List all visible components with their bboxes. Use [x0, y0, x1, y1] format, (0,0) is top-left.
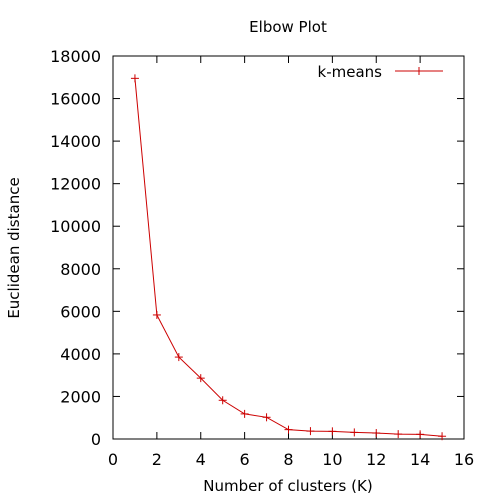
data-point: [174, 353, 183, 362]
y-tick-label: 6000: [60, 302, 101, 321]
x-tick-label: 6: [240, 450, 250, 469]
y-tick-label: 10000: [50, 217, 101, 236]
data-point: [438, 432, 447, 441]
x-tick-label: 8: [283, 450, 293, 469]
x-tick-label: 2: [152, 450, 162, 469]
data-point: [240, 409, 249, 418]
y-tick-label: 0: [91, 430, 101, 449]
x-tick-label: 14: [410, 450, 430, 469]
data-point: [196, 374, 205, 383]
x-tick-label: 4: [196, 450, 206, 469]
data-point: [218, 396, 227, 405]
plot-frame: [112, 55, 465, 440]
y-tick-label: 2000: [60, 387, 101, 406]
data-point: [152, 310, 161, 319]
x-axis-title: Number of clusters (K): [203, 477, 372, 495]
x-tick-label: 10: [322, 450, 342, 469]
y-tick-label: 4000: [60, 345, 101, 364]
legend: k-means: [318, 63, 443, 81]
data-point: [262, 413, 271, 422]
data-point: [306, 427, 315, 436]
plot-border: [112, 55, 465, 440]
series-line-k-means: [134, 78, 443, 437]
data-point: [350, 428, 359, 437]
x-tick-label: 0: [108, 450, 118, 469]
legend-label-k-means: k-means: [318, 63, 383, 81]
series-layer: [130, 74, 447, 441]
x-tick-label: 16: [454, 450, 474, 469]
data-point: [416, 430, 425, 439]
data-point: [394, 430, 403, 439]
y-tick-label: 8000: [60, 260, 101, 279]
y-axis-title: Euclidean distance: [5, 177, 23, 318]
y-axis: 0 2000 4000 6000 8000 10000 12000 14000 16000 180…: [50, 47, 464, 449]
y-tick-label: 18000: [50, 47, 101, 66]
y-tick-label: 14000: [50, 132, 101, 151]
y-tick-label: 16000: [50, 90, 101, 109]
x-axis: 0 2 4 6 8 10 12 14 16: [108, 56, 474, 469]
x-tick-label: 12: [366, 450, 386, 469]
y-tick-label: 12000: [50, 175, 101, 194]
data-point: [372, 429, 381, 438]
chart-title: Elbow Plot: [249, 18, 327, 36]
data-point: [284, 425, 293, 434]
data-point: [130, 74, 139, 83]
data-point: [328, 427, 337, 436]
